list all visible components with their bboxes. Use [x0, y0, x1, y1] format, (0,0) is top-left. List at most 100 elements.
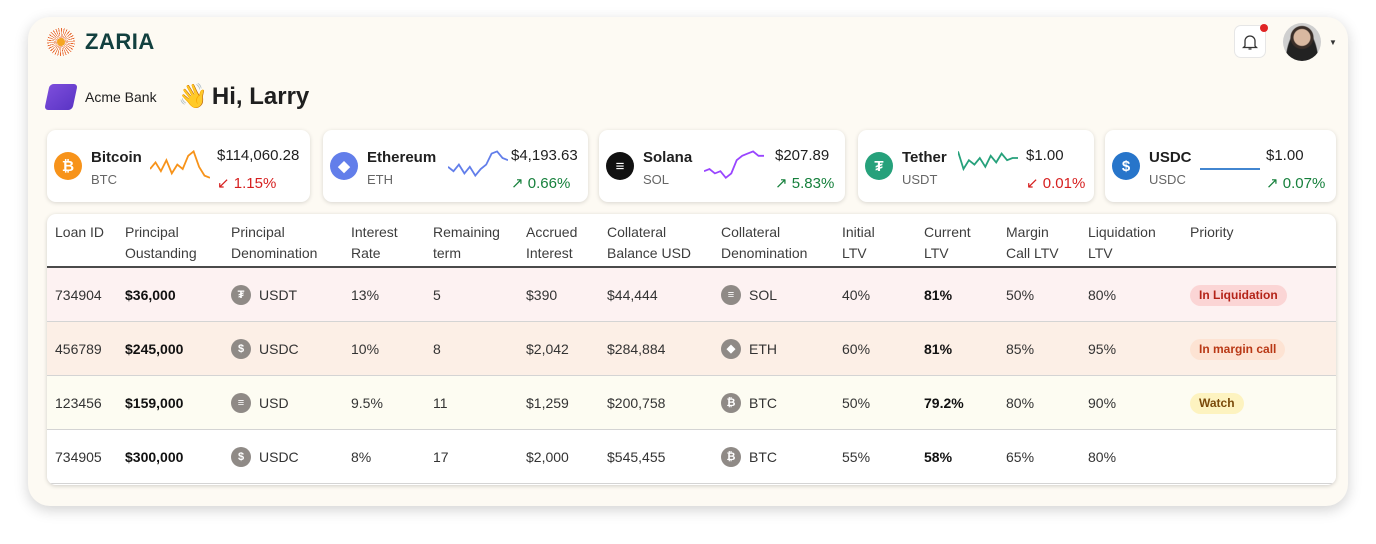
trend-up-icon: ↗ [1266, 175, 1279, 192]
cell-accrued: $2,042 [526, 322, 569, 376]
header-line: Oustanding [125, 245, 197, 261]
price-change: ↙ 0.01% [1026, 174, 1085, 192]
cell-coll-bal: $200,758 [607, 376, 665, 430]
header-line: Remaining [433, 224, 500, 240]
header-line: LTV [842, 245, 867, 261]
column-header[interactable]: Liquidation LTV [1088, 222, 1156, 264]
header-line: Margin [1006, 224, 1049, 240]
price-sparkline [448, 150, 508, 178]
trend-down-icon: ↙ [1026, 175, 1039, 192]
cell-term: 17 [433, 430, 449, 484]
margin-value: 80% [1006, 395, 1035, 411]
column-header[interactable]: Interest Rate [351, 222, 398, 264]
column-header[interactable]: Loan ID [55, 222, 104, 243]
coin-price: $1.00 [1266, 147, 1304, 164]
cell-current: 58% [924, 430, 952, 484]
usdt-icon: ₮ [231, 285, 251, 305]
brand-logo[interactable]: ZARIA [47, 28, 155, 56]
coin-price: $114,060.28 [217, 147, 300, 164]
coin-price: $4,193.63 [511, 147, 578, 164]
coin-symbol: SOL [643, 172, 670, 187]
cell-margin: 85% [1006, 322, 1034, 376]
priority-badge: In Liquidation [1190, 284, 1287, 306]
cell-denom: ≡ USD [231, 376, 289, 430]
greeting: 👋 Hi, Larry [178, 82, 309, 111]
usdc-icon: $ [231, 447, 251, 467]
header-line: Liquidation [1088, 224, 1156, 240]
term-value: 17 [433, 449, 449, 465]
current-value: 79.2% [924, 395, 964, 411]
initial-value: 50% [842, 395, 871, 411]
cell-accrued: $1,259 [526, 376, 569, 430]
btc-icon: ₿ [721, 393, 741, 413]
column-header[interactable]: Accrued Interest [526, 222, 577, 264]
sunburst-logo-icon [47, 28, 75, 56]
column-header[interactable]: Collateral Denomination [721, 222, 807, 264]
column-header[interactable]: Priority [1190, 222, 1234, 243]
cell-current: 81% [924, 268, 952, 322]
cell-rate: 13% [351, 268, 379, 322]
cell-liq: 80% [1088, 430, 1116, 484]
cell-initial: 55% [842, 430, 870, 484]
header-line: Denomination [721, 245, 808, 261]
coin-card-sol[interactable]: ≡ Solana SOL $207.89 ↗ 5.83% [599, 130, 845, 202]
initial-value: 60% [842, 341, 871, 357]
margin-value: 65% [1006, 449, 1035, 465]
cell-margin: 80% [1006, 376, 1034, 430]
rate-value: 13% [351, 287, 380, 303]
term-value: 5 [433, 287, 441, 303]
cell-liq: 80% [1088, 268, 1116, 322]
header-line: Balance USD [607, 245, 692, 261]
currency-label: BTC [749, 449, 777, 465]
coin-card-usdc[interactable]: $ USDC USDC $1.00 ↗ 0.07% [1105, 130, 1336, 202]
caret-down-icon[interactable]: ▼ [1329, 38, 1337, 47]
table-row[interactable]: 456789 $245,000 $ USDC 10% 8 $2,042 $284,884 ◆ ET… [47, 322, 1336, 376]
column-header[interactable]: Current LTV [924, 222, 971, 264]
cell-term: 11 [433, 376, 448, 430]
principal-value: $245,000 [125, 341, 184, 357]
principal-value: $159,000 [125, 395, 184, 411]
loans-table: Loan ID Principal Oustanding Principal Denom… [47, 214, 1336, 485]
sol-coin-icon: ≡ [606, 152, 634, 180]
currency-label: USD [259, 395, 289, 411]
cell-current: 79.2% [924, 376, 964, 430]
column-header[interactable]: Principal Denomination [231, 222, 317, 264]
principal-value: $300,000 [125, 449, 184, 465]
table-row[interactable]: 734904 $36,000 ₮ USDT 13% 5 $390 $44,444 ≡ SOL 40%… [47, 268, 1336, 322]
coin-card-btc[interactable]: ₿ Bitcoin BTC $114,060.28 ↙ 1.15% [47, 130, 310, 202]
header-line: Rate [351, 245, 381, 261]
notifications-button[interactable] [1234, 24, 1268, 58]
eth-icon: ◆ [721, 339, 741, 359]
cell-principal: $245,000 [125, 322, 183, 376]
price-sparkline [1200, 168, 1260, 170]
column-header[interactable]: Initial LTV [842, 222, 875, 264]
accrued-value: $2,042 [526, 341, 569, 357]
coin-card-usdt[interactable]: ₮ Tether USDT $1.00 ↙ 0.01% [858, 130, 1094, 202]
cell-coll-bal: $284,884 [607, 322, 665, 376]
user-avatar[interactable] [1283, 23, 1321, 61]
change-value: 1.15% [233, 175, 277, 192]
priority-badge: Watch [1190, 392, 1244, 414]
table-row[interactable]: 734905 $300,000 $ USDC 8% 17 $2,000 $545,455 ₿ BT… [47, 430, 1336, 484]
cell-margin: 50% [1006, 268, 1034, 322]
coll_bal-value: $44,444 [607, 287, 658, 303]
price-change: ↙ 1.15% [217, 174, 276, 192]
wave-emoji-icon: 👋 [178, 83, 208, 110]
cell-term: 8 [433, 322, 441, 376]
header-line: Initial [842, 224, 875, 240]
column-header[interactable]: Collateral Balance USD [607, 222, 691, 264]
cell-principal: $36,000 [125, 268, 176, 322]
current-value: 81% [924, 341, 953, 357]
column-header[interactable]: Margin Call LTV [1006, 222, 1059, 264]
cell-accrued: $2,000 [526, 430, 569, 484]
table-row[interactable]: 123456 $159,000 ≡ USD 9.5% 11 $1,259 $200,758 ₿ B… [47, 376, 1336, 430]
header-line: Denomination [231, 245, 318, 261]
trend-down-icon: ↙ [217, 175, 230, 192]
cell-term: 5 [433, 268, 441, 322]
margin-value: 85% [1006, 341, 1035, 357]
price-change: ↗ 0.66% [511, 174, 570, 192]
coin-card-eth[interactable]: ◆ Ethereum ETH $4,193.63 ↗ 0.66% [323, 130, 588, 202]
column-header[interactable]: Remaining term [433, 222, 500, 264]
column-header[interactable]: Principal Oustanding [125, 222, 197, 264]
rate-value: 9.5% [351, 395, 383, 411]
